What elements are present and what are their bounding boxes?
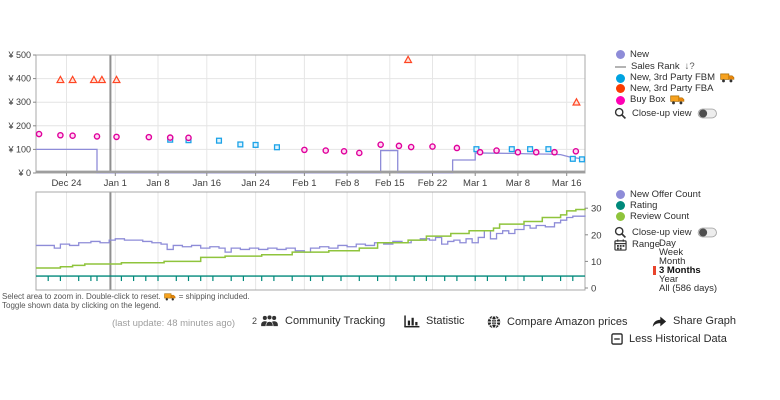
range-option-label: Year <box>659 274 679 285</box>
less-historical-data-label: Less Historical Data <box>629 332 727 345</box>
globe-icon <box>487 315 501 329</box>
magnifier-icon <box>614 107 627 120</box>
share-arrow-icon <box>652 316 667 327</box>
truck-icon <box>164 293 176 301</box>
svg-text:Mar 8: Mar 8 <box>506 178 530 189</box>
legend-toggle-hint: Toggle shown data by clicking on the leg… <box>2 302 161 310</box>
community-tracking-button[interactable]: 2 Community Tracking <box>252 315 385 328</box>
legend-label-sales-rank: Sales Rank <box>631 61 680 72</box>
bar-chart-icon <box>404 315 420 328</box>
truck-icon <box>720 73 735 83</box>
legend-item-new[interactable]: New <box>616 50 649 60</box>
svg-text:Jan 24: Jan 24 <box>241 178 270 189</box>
closeup-view-label: Close-up view <box>632 226 692 238</box>
legend-label-rating: Rating <box>630 200 658 211</box>
svg-text:20: 20 <box>591 230 602 241</box>
rating-swatch <box>616 201 625 211</box>
people-group-icon <box>261 315 278 327</box>
legend-item-rating[interactable]: Rating <box>616 201 657 211</box>
statistic-button[interactable]: Statistic <box>404 315 465 328</box>
closeup-view-control-bottom[interactable]: Close-up view <box>614 226 718 239</box>
range-option-year[interactable]: Year <box>659 275 678 285</box>
zoom-hint-text: Select area to zoom in. Double-click to … <box>2 292 161 301</box>
offer-count-swatch <box>616 190 625 200</box>
svg-text:Mar 16: Mar 16 <box>552 178 582 189</box>
range-label: Range <box>632 239 660 251</box>
svg-text:Mar 1: Mar 1 <box>463 178 487 189</box>
share-graph-label: Share Graph <box>673 315 736 327</box>
range-option-label: Week <box>659 247 684 258</box>
range-option-day[interactable]: Day <box>659 239 676 249</box>
legend-item-buy-box[interactable]: Buy Box <box>616 95 685 105</box>
range-option-label: All (586 days) <box>659 283 718 294</box>
fba-series-swatch <box>616 84 625 94</box>
selected-range-marker <box>653 266 656 276</box>
legend-label-offer-count: New Offer Count <box>630 189 701 200</box>
legend-label-buy-box: Buy Box <box>630 94 666 106</box>
new-series-swatch <box>616 50 625 60</box>
legend-item-offer-count[interactable]: New Offer Count <box>616 190 701 200</box>
range-option-label: Day <box>659 238 676 249</box>
svg-text:Feb 1: Feb 1 <box>292 178 316 189</box>
shipping-included-text: = shipping included. <box>178 292 250 301</box>
fbm-series-swatch <box>616 73 625 83</box>
magnifier-icon <box>614 226 627 239</box>
range-option-all[interactable]: All (586 days) <box>659 284 717 294</box>
statistic-label: Statistic <box>426 315 465 327</box>
svg-text:Jan 16: Jan 16 <box>193 178 222 189</box>
svg-text:Feb 22: Feb 22 <box>418 178 448 189</box>
closeup-view-label: Close-up view <box>632 107 692 119</box>
legend-item-sales-rank[interactable]: Sales Rank ↓? <box>615 62 695 72</box>
legend-label-fbm: New, 3rd Party FBM <box>630 72 715 84</box>
svg-text:¥ 0: ¥ 0 <box>17 168 31 178</box>
legend-label-fba: New, 3rd Party FBA <box>630 83 714 94</box>
sales-rank-sort-icon[interactable]: ↓? <box>684 61 695 72</box>
review-count-swatch <box>616 212 625 222</box>
closeup-toggle-top[interactable] <box>697 108 718 119</box>
svg-text:0: 0 <box>591 284 596 295</box>
last-update-text: (last update: 48 minutes ago) <box>112 318 236 329</box>
minus-box-icon <box>611 333 623 345</box>
svg-text:¥ 200: ¥ 200 <box>7 121 31 131</box>
range-option-label: 3 Months <box>659 265 701 276</box>
svg-text:¥ 400: ¥ 400 <box>7 74 31 84</box>
share-graph-button[interactable]: Share Graph <box>651 315 736 328</box>
community-count-badge: 2 <box>252 316 258 326</box>
range-option-week[interactable]: Week <box>659 248 683 258</box>
buy-box-series-swatch <box>616 95 625 105</box>
closeup-view-control-top[interactable]: Close-up view <box>614 107 718 120</box>
zoom-hint-line: Select area to zoom in. Double-click to … <box>2 293 250 301</box>
svg-text:¥ 100: ¥ 100 <box>7 144 31 154</box>
svg-text:Dec 24: Dec 24 <box>51 178 81 189</box>
range-control: Range <box>614 239 660 251</box>
svg-text:30: 30 <box>591 204 602 215</box>
svg-text:Jan 8: Jan 8 <box>146 178 169 189</box>
svg-text:¥ 300: ¥ 300 <box>7 97 31 107</box>
legend-label-new: New <box>630 49 650 60</box>
svg-text:Feb 8: Feb 8 <box>335 178 359 189</box>
legend-item-fba[interactable]: New, 3rd Party FBA <box>616 84 713 94</box>
sales-rank-line-swatch <box>615 65 626 68</box>
less-historical-data-button[interactable]: Less Historical Data <box>611 333 727 345</box>
range-option-3-months[interactable]: 3 Months <box>653 266 701 276</box>
svg-text:Feb 15: Feb 15 <box>375 178 405 189</box>
legend-item-fbm[interactable]: New, 3rd Party FBM <box>616 73 735 83</box>
calendar-icon <box>614 239 627 251</box>
community-tracking-label: Community Tracking <box>285 315 386 327</box>
truck-icon <box>670 95 685 105</box>
legend-toggle-hint-text: Toggle shown data by clicking on the leg… <box>2 301 161 310</box>
legend-label-review-count: Review Count <box>630 211 690 222</box>
closeup-toggle-bottom[interactable] <box>697 227 718 238</box>
legend-item-review-count[interactable]: Review Count <box>616 212 689 222</box>
compare-amazon-prices-label: Compare Amazon prices <box>507 315 628 328</box>
svg-text:¥ 500: ¥ 500 <box>7 50 31 60</box>
range-option-month[interactable]: Month <box>659 257 685 267</box>
compare-amazon-prices-button[interactable]: Compare Amazon prices <box>487 315 627 329</box>
svg-text:10: 10 <box>591 257 602 268</box>
svg-text:Jan 1: Jan 1 <box>104 178 127 189</box>
range-option-label: Month <box>659 256 686 267</box>
